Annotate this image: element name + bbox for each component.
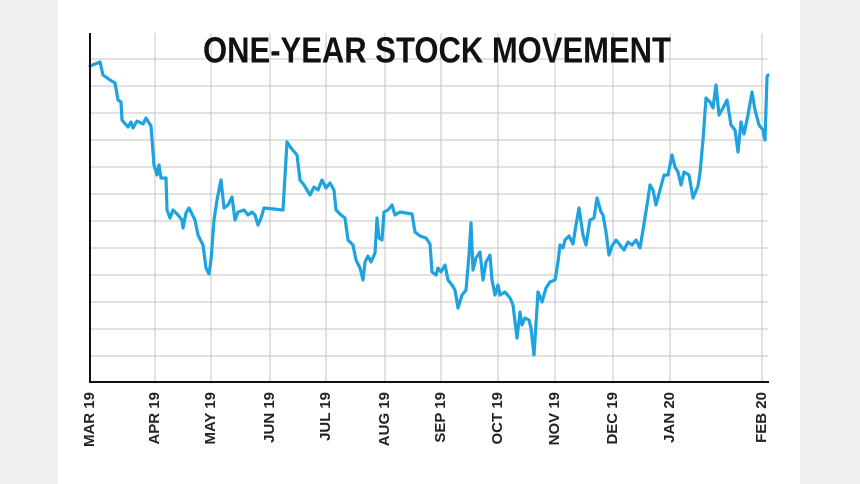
x-tick-label: MAR 19	[81, 392, 98, 447]
x-tick-label: SEP 19	[432, 392, 449, 443]
x-tick-label: DEC 19	[604, 392, 621, 445]
grid	[89, 33, 768, 382]
chart-title: ONE-YEAR STOCK MOVEMENT	[203, 30, 671, 71]
x-tick-label: JAN 20	[661, 392, 678, 443]
x-tick-label: JUN 19	[261, 392, 278, 443]
plot	[88, 60, 770, 357]
x-tick-label: FEB 20	[753, 392, 770, 443]
x-tick-label: MAY 19	[202, 392, 219, 445]
price-line	[88, 60, 770, 357]
x-tick-label: NOV 19	[546, 392, 563, 445]
x-tick-label: APR 19	[146, 392, 163, 445]
x-tick-label: JUL 19	[317, 392, 334, 441]
x-tick-label: OCT 19	[489, 392, 506, 445]
x-tick-label: AUG 19	[376, 392, 393, 446]
